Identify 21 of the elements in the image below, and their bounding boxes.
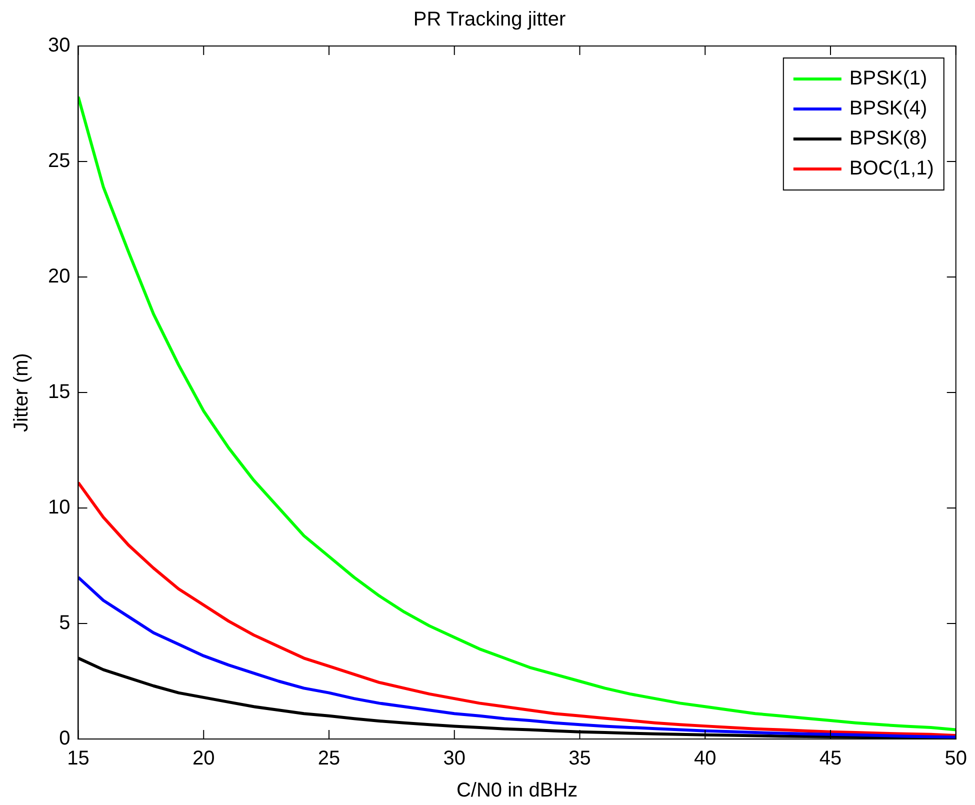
- y-tick-label: 25: [48, 150, 70, 172]
- legend-label: BOC(1,1): [849, 158, 934, 180]
- x-tick-label: 35: [568, 748, 591, 770]
- legend-label: BPSK(1): [849, 68, 928, 90]
- x-tick-label: 25: [318, 748, 340, 770]
- y-tick-label: 10: [48, 496, 70, 519]
- y-tick-label: 30: [48, 34, 70, 57]
- y-tick-label: 0: [59, 728, 70, 750]
- y-tick-label: 20: [48, 266, 70, 288]
- chart-title: PR Tracking jitter: [413, 8, 566, 31]
- x-tick-label: 30: [443, 748, 466, 770]
- y-axis-title: Jitter (m): [10, 353, 33, 432]
- x-tick-label: 45: [819, 748, 842, 770]
- x-tick-label: 20: [192, 748, 215, 770]
- legend-label: BPSK(4): [849, 98, 928, 120]
- x-tick-label: 50: [944, 748, 967, 770]
- x-tick-label: 40: [694, 748, 716, 770]
- y-tick-label: 5: [59, 612, 70, 634]
- x-axis-title: C/N0 in dBHz: [456, 780, 578, 802]
- legend-label: BPSK(8): [849, 128, 928, 150]
- y-tick-label: 15: [48, 381, 70, 404]
